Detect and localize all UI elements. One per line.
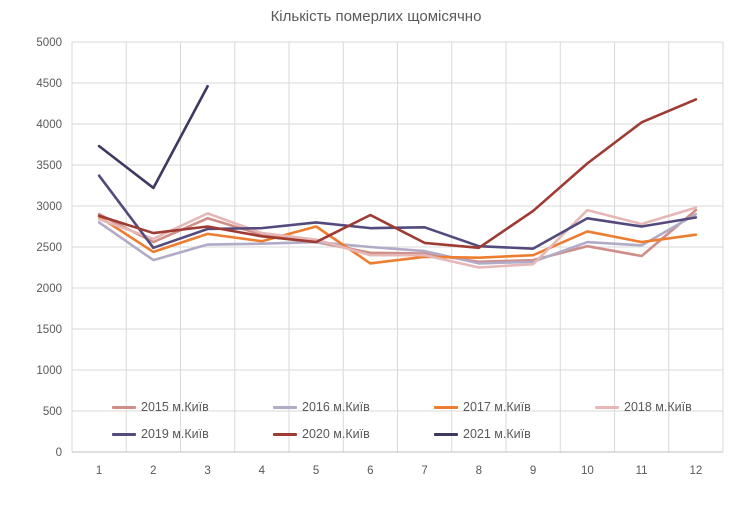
legend-line-swatch xyxy=(112,405,136,409)
x-axis-tick-label: 8 xyxy=(476,465,482,477)
legend-label: 2020 м.Київ xyxy=(302,427,370,441)
series-line-2017 xyxy=(97,215,698,265)
legend-label: 2018 м.Київ xyxy=(624,400,692,414)
y-axis-tick-label: 2500 xyxy=(36,242,62,254)
x-axis-tick-label: 6 xyxy=(367,465,373,477)
legend-label: 2021 м.Київ xyxy=(463,427,531,441)
series-line-2015 xyxy=(97,208,698,264)
y-axis-tick-label: 5000 xyxy=(36,37,62,49)
y-axis-tick-label: 3000 xyxy=(36,201,62,213)
legend-line-swatch xyxy=(595,405,619,409)
legend-line-swatch xyxy=(273,405,297,409)
legend-item-2016[interactable]: 2016 м.Київ xyxy=(273,400,370,414)
series-line-2016 xyxy=(97,212,698,265)
legend-item-2019[interactable]: 2019 м.Київ xyxy=(112,427,209,441)
series-line-2021 xyxy=(97,84,209,190)
x-axis-tick-label: 9 xyxy=(530,465,536,477)
chart-title: Кількість померлих щомісячно xyxy=(270,8,482,25)
y-axis-tick-label: 4500 xyxy=(36,78,62,90)
x-axis-tick-label: 12 xyxy=(689,465,702,477)
legend-line-swatch xyxy=(273,432,297,436)
x-axis-tick-label: 7 xyxy=(421,465,427,477)
legend-item-2017[interactable]: 2017 м.Київ xyxy=(434,400,531,414)
y-axis-tick-label: 1000 xyxy=(36,365,62,377)
legend-line-swatch xyxy=(434,432,458,436)
x-axis-tick-label: 2 xyxy=(150,465,156,477)
x-axis-tick-label: 4 xyxy=(259,465,266,477)
legend-label: 2015 м.Київ xyxy=(141,400,209,414)
legend-line-swatch xyxy=(434,405,458,409)
legend-line-swatch xyxy=(112,432,136,436)
y-axis-tick-label: 500 xyxy=(43,406,62,418)
y-axis-tick-label: 4000 xyxy=(36,119,62,131)
legend-item-2018[interactable]: 2018 м.Київ xyxy=(595,400,692,414)
y-axis-tick-label: 1500 xyxy=(36,324,62,336)
legend-label: 2016 м.Київ xyxy=(302,400,370,414)
y-axis-tick-label: 0 xyxy=(56,447,62,459)
legend-label: 2019 м.Київ xyxy=(141,427,209,441)
series-line-2020 xyxy=(97,98,698,250)
legend-label: 2017 м.Київ xyxy=(463,400,531,414)
x-axis-tick-label: 11 xyxy=(636,465,648,477)
legend-item-2015[interactable]: 2015 м.Київ xyxy=(112,400,209,414)
x-axis-tick-label: 10 xyxy=(581,465,594,477)
series-line-2018 xyxy=(97,206,698,269)
x-axis-tick-label: 5 xyxy=(313,465,319,477)
x-axis-tick-label: 1 xyxy=(96,465,102,477)
x-axis-tick-label: 3 xyxy=(204,465,210,477)
y-axis-tick-label: 3500 xyxy=(36,160,62,172)
legend-item-2021[interactable]: 2021 м.Київ xyxy=(434,427,531,441)
y-axis-tick-label: 2000 xyxy=(36,283,62,295)
legend-item-2020[interactable]: 2020 м.Київ xyxy=(273,427,370,441)
